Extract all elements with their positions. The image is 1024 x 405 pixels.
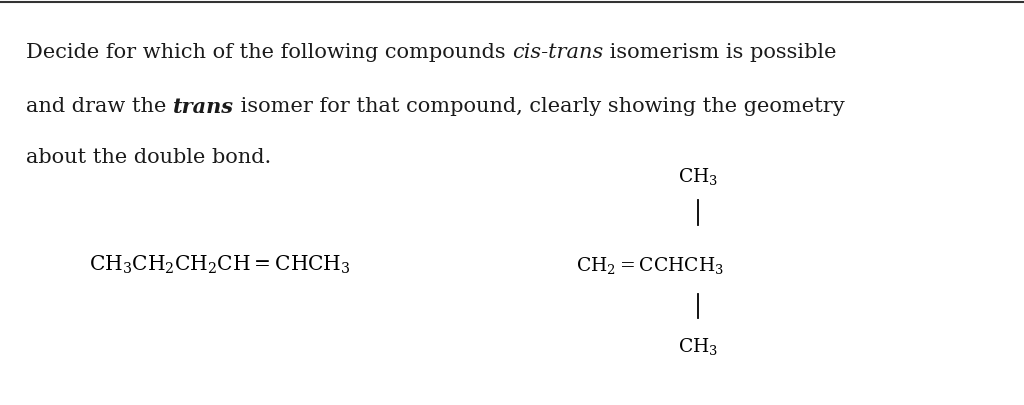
Text: isomer for that compound, clearly showing the geometry: isomer for that compound, clearly showin… — [233, 97, 845, 116]
Text: Decide for which of the following compounds: Decide for which of the following compou… — [26, 43, 512, 62]
Text: about the double bond.: about the double bond. — [26, 148, 271, 167]
Text: and draw the: and draw the — [26, 97, 173, 116]
Text: trans: trans — [173, 97, 233, 117]
Text: cis-trans: cis-trans — [512, 43, 603, 62]
Text: $\mathregular{CH_2{=}CCHCH_3}$: $\mathregular{CH_2{=}CCHCH_3}$ — [577, 255, 724, 276]
Text: isomerism is possible: isomerism is possible — [603, 43, 837, 62]
Text: $\mathregular{CH_3CH_2CH_2CH{=}CHCH_3}$: $\mathregular{CH_3CH_2CH_2CH{=}CHCH_3}$ — [89, 254, 351, 277]
Text: $\mathregular{CH_3}$: $\mathregular{CH_3}$ — [678, 336, 719, 357]
Text: $\mathregular{CH_3}$: $\mathregular{CH_3}$ — [678, 166, 719, 187]
